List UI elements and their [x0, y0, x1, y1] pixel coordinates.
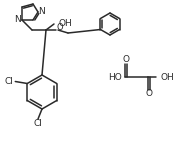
Text: N: N [15, 16, 21, 24]
Text: HO: HO [108, 73, 122, 81]
Text: O: O [57, 22, 63, 31]
Text: OH: OH [59, 19, 73, 29]
Text: O: O [123, 55, 129, 64]
Text: O: O [145, 90, 153, 98]
Text: Cl: Cl [5, 77, 14, 86]
Text: Cl: Cl [33, 119, 42, 128]
Text: N: N [39, 7, 45, 17]
Text: OH: OH [161, 73, 175, 81]
